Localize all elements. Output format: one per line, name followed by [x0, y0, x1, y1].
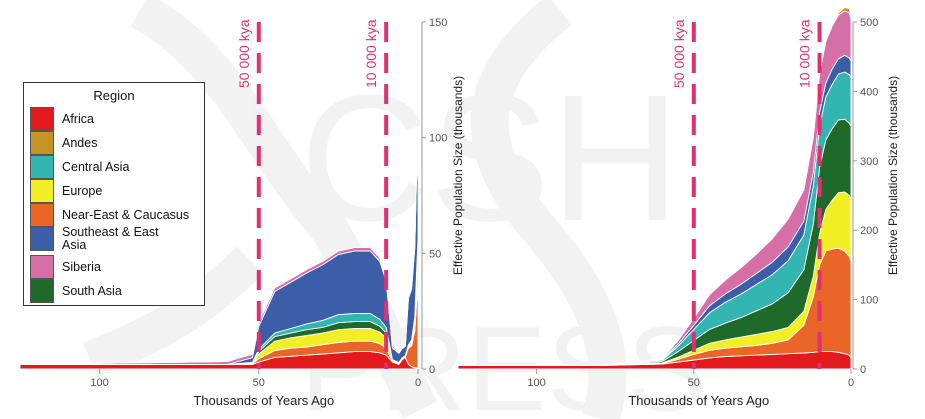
y-tick-label: 0: [860, 364, 866, 376]
y-tick-label: 50: [429, 248, 441, 260]
x-axis-label: Thousands of Years Ago: [193, 393, 334, 408]
area-series-africa: [19, 351, 419, 370]
x-tick-label: 50: [688, 377, 700, 389]
legend-swatch: [30, 179, 54, 203]
legend-item-andes: Andes: [30, 131, 97, 155]
legend-swatch: [30, 227, 54, 251]
x-tick-label: 0: [848, 377, 854, 389]
left-chart-panel: 0 50 100 150 Effective Population Size (thou…: [19, 17, 465, 408]
y-tick-label: 500: [860, 17, 878, 29]
legend-item-africa: Africa: [30, 107, 94, 131]
x-tick-label: 50: [253, 377, 265, 389]
x-tick-label: 100: [527, 377, 545, 389]
svg-text:CSH: CSH: [300, 58, 680, 259]
legend-item-europe: Europe: [30, 179, 102, 203]
y-tick-label: 200: [860, 225, 878, 237]
marker-label: 10 000 kya: [797, 19, 813, 88]
legend-item-label: Andes: [62, 135, 98, 150]
legend-item-label: Near-East & Caucasus: [62, 207, 190, 222]
area-series-andes: [457, 6, 852, 366]
legend-swatch: [30, 107, 54, 131]
y-tick-label: 100: [429, 133, 447, 145]
marker-label: 10 000 kya: [363, 19, 379, 88]
y-tick-label: 400: [860, 86, 878, 98]
x-axis-label: Thousands of Years Ago: [628, 393, 769, 408]
legend-item-siberia: Siberia: [30, 255, 101, 279]
legend-swatch: [30, 255, 54, 279]
legend-title: Region: [93, 88, 135, 103]
legend-item-south-asia: South Asia: [30, 279, 122, 303]
legend-item-label: Africa: [62, 111, 94, 126]
y-axis-label: Effective Population Size (thousands): [451, 76, 465, 275]
legend-item-label: Europe: [62, 183, 103, 198]
legend-swatch: [30, 279, 54, 303]
y-tick-label: 150: [429, 17, 447, 29]
area-series-andes: [19, 152, 419, 365]
marker-label: 50 000 kya: [236, 19, 252, 88]
y-tick-label: 300: [860, 156, 878, 168]
legend-item-label: Central Asia: [62, 159, 130, 174]
x-tick-label: 100: [90, 377, 108, 389]
legend-item-label: South Asia: [62, 283, 122, 298]
legend-item-southeast-east-asia: Southeast & East Asia: [30, 225, 172, 252]
legend-item-label: Southeast & East Asia: [62, 225, 159, 252]
y-tick-label: 0: [429, 364, 435, 376]
legend-item-near-east-caucasus: Near-East & Caucasus: [30, 203, 189, 227]
x-tick-label: 0: [415, 377, 421, 389]
y-tick-label: 100: [860, 295, 878, 307]
legend-item-central-asia: Central Asia: [30, 155, 129, 179]
y-axis-label: Effective Population Size (thousands): [886, 76, 900, 275]
region-legend: Region Africa Andes Central Asia Europe …: [23, 82, 205, 306]
legend-item-label: Siberia: [62, 259, 101, 274]
legend-swatch: [30, 155, 54, 179]
legend-swatch: [30, 131, 54, 155]
marker-label: 50 000 kya: [671, 19, 687, 88]
legend-swatch: [30, 203, 54, 227]
